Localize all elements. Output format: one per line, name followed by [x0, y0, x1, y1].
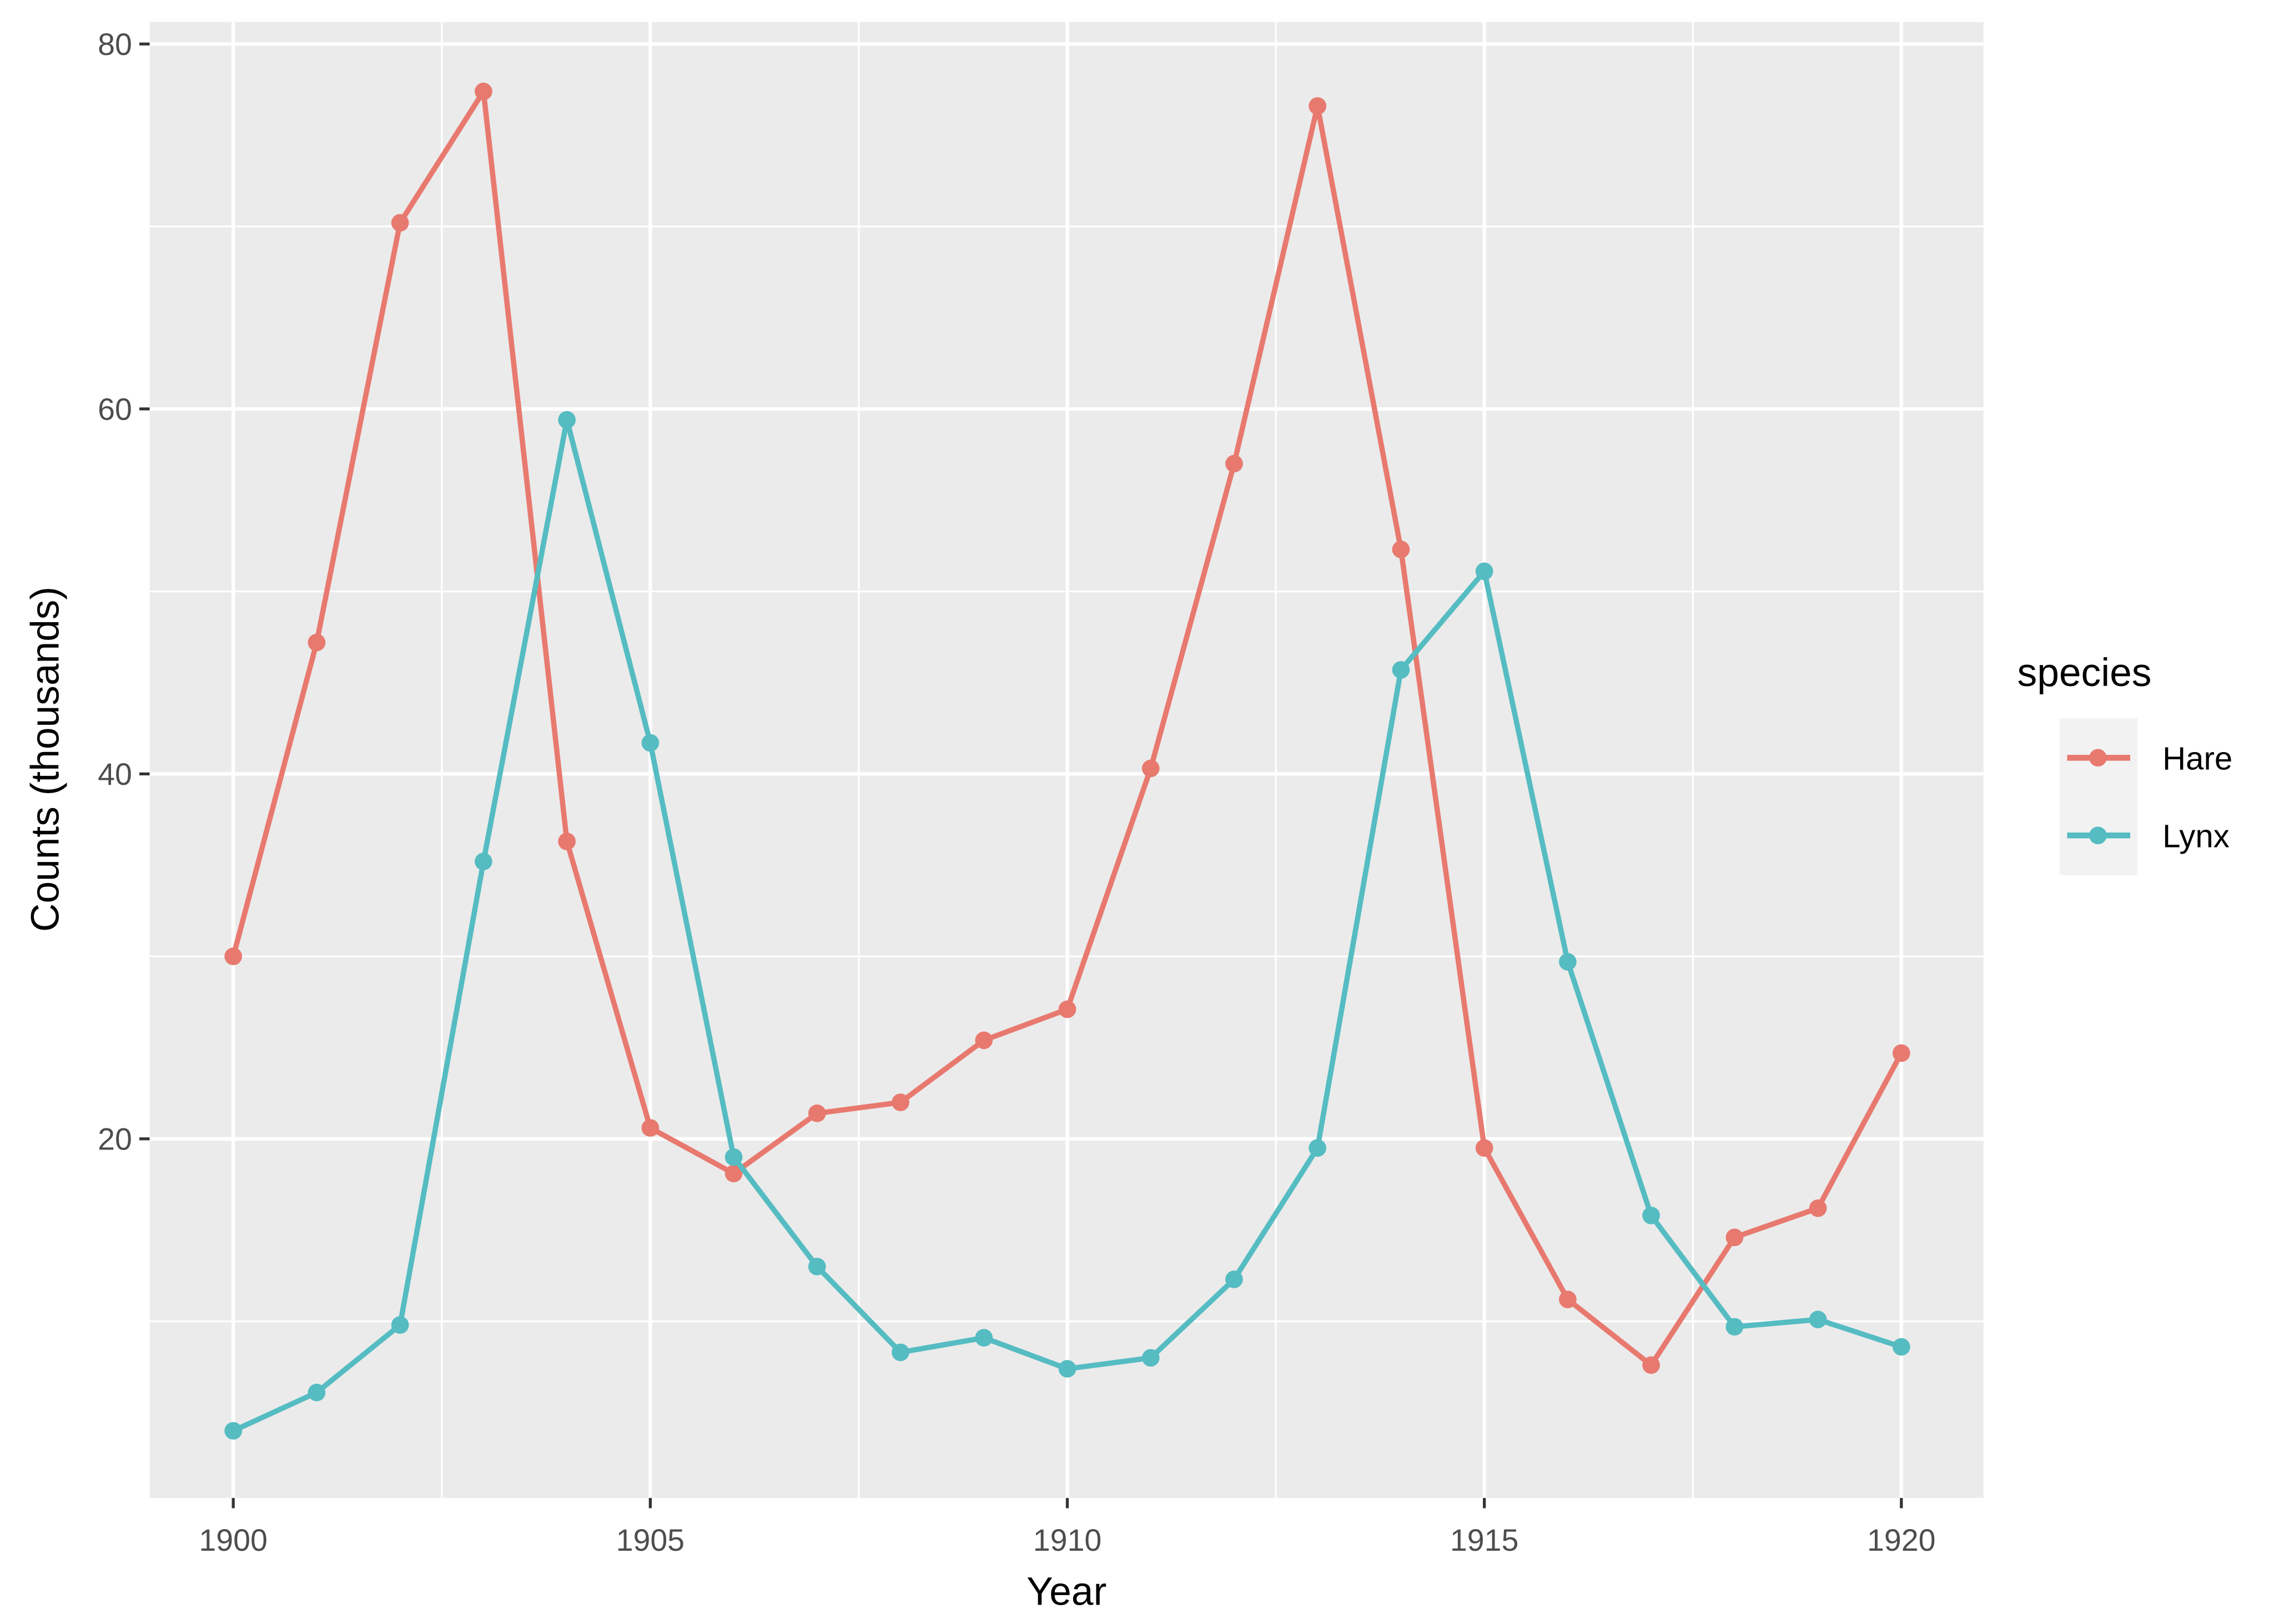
data-point	[1058, 1360, 1076, 1378]
data-point	[1225, 1270, 1243, 1288]
data-point	[224, 947, 243, 965]
legend-key-background	[2060, 718, 2138, 875]
data-point	[1225, 455, 1243, 473]
legend-item-lynx: Lynx	[2067, 818, 2230, 854]
data-point	[1392, 541, 1410, 558]
data-point	[725, 1164, 743, 1183]
legend: species Hare Lynx	[2018, 650, 2232, 875]
legend-label: Hare	[2162, 740, 2232, 776]
legend-label: Lynx	[2162, 818, 2230, 854]
data-point	[808, 1258, 826, 1275]
data-series	[224, 82, 1910, 1440]
x-tick-label: 1910	[1033, 1523, 1101, 1557]
data-point	[1642, 1356, 1660, 1374]
data-point	[1892, 1044, 1910, 1062]
x-axis-title: Year	[1027, 1570, 1106, 1614]
x-tick-label: 1905	[616, 1523, 685, 1557]
data-point	[224, 1422, 243, 1440]
data-point	[641, 734, 660, 752]
legend-key-point-icon	[2089, 749, 2107, 767]
data-point	[1809, 1310, 1827, 1329]
data-point	[1559, 1290, 1577, 1309]
data-point	[475, 82, 492, 100]
data-point	[641, 1119, 660, 1137]
legend-key-point-icon	[2089, 826, 2107, 845]
x-axis: 1900 1905 1910 1915 1920	[199, 1497, 1936, 1557]
y-tick-label: 60	[98, 392, 132, 427]
data-point	[808, 1104, 826, 1122]
data-point	[475, 853, 492, 870]
major-gridlines	[149, 22, 1984, 1498]
data-point	[1309, 1139, 1327, 1157]
data-point	[1475, 1139, 1493, 1157]
y-axis: 20 40 60 80	[98, 27, 150, 1157]
data-point	[391, 1316, 409, 1334]
data-point	[1725, 1318, 1744, 1336]
y-tick-label: 20	[98, 1122, 132, 1157]
data-point	[1809, 1199, 1827, 1217]
data-point	[1642, 1207, 1660, 1224]
data-point	[975, 1329, 993, 1347]
data-point	[1141, 759, 1160, 778]
data-point	[1141, 1349, 1160, 1367]
data-point	[892, 1093, 909, 1111]
data-point	[558, 411, 576, 429]
x-tick-label: 1920	[1867, 1523, 1935, 1557]
data-point	[1309, 97, 1327, 115]
data-point	[1392, 661, 1410, 679]
data-point	[1475, 562, 1493, 581]
y-tick-label: 80	[98, 27, 132, 62]
data-point	[558, 833, 576, 850]
data-point	[1725, 1228, 1744, 1247]
data-point	[308, 1384, 326, 1401]
data-point	[725, 1148, 743, 1166]
y-axis-title: Counts (thousands)	[23, 587, 68, 932]
data-point	[1892, 1338, 1910, 1356]
data-point	[1058, 1000, 1076, 1018]
data-point	[975, 1031, 993, 1050]
x-tick-label: 1915	[1450, 1523, 1518, 1557]
x-tick-label: 1900	[199, 1523, 267, 1557]
series-hare	[224, 82, 1910, 1374]
legend-item-hare: Hare	[2067, 740, 2232, 776]
legend-title: species	[2018, 650, 2152, 695]
data-point	[1559, 953, 1577, 971]
data-point	[391, 214, 409, 232]
y-tick-label: 40	[98, 757, 132, 791]
data-point	[308, 633, 326, 652]
series-lynx	[224, 411, 1910, 1440]
data-point	[892, 1343, 909, 1361]
